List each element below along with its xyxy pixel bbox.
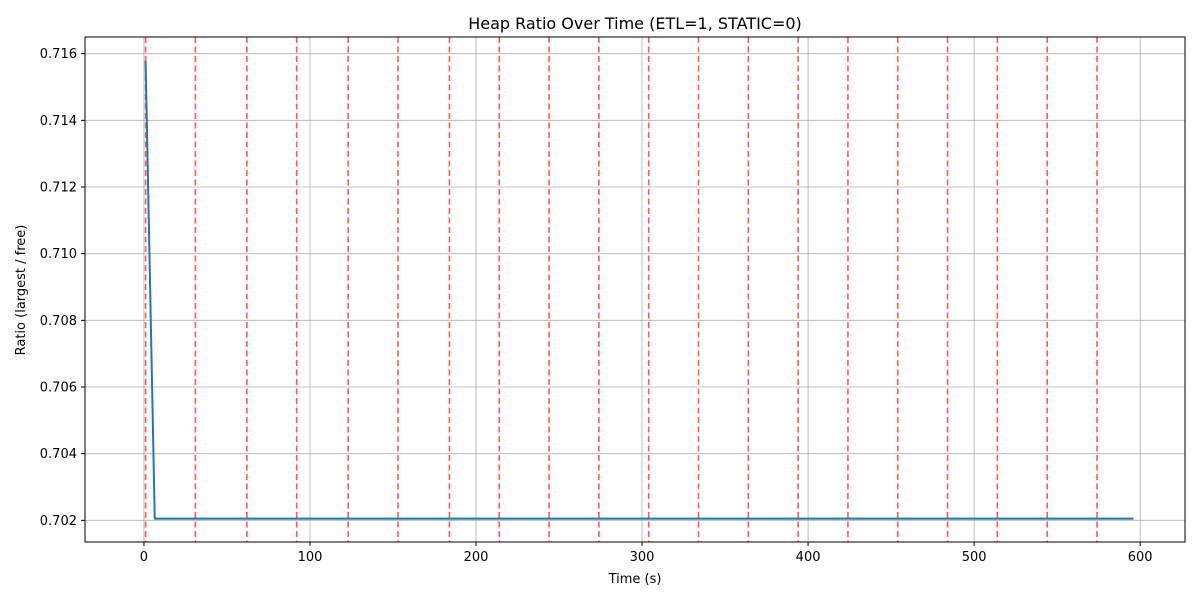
y-tick-label: 0.704 <box>40 447 77 462</box>
chart-title: Heap Ratio Over Time (ETL=1, STATIC=0) <box>468 14 802 33</box>
y-tick-label: 0.702 <box>40 514 77 529</box>
x-tick-label: 0 <box>140 550 148 565</box>
plot-frame <box>84 36 1186 543</box>
x-tick-label: 400 <box>796 550 821 565</box>
grid <box>85 37 1185 542</box>
y-tick-label: 0.708 <box>40 314 77 329</box>
x-tick-label: 500 <box>962 550 987 565</box>
series-line <box>144 60 1134 520</box>
x-tick-label: 100 <box>298 550 323 565</box>
x-tick-label: 600 <box>1128 550 1153 565</box>
y-tick-label: 0.706 <box>40 381 77 396</box>
event-markers <box>144 37 1098 542</box>
x-axis-label: Time (s) <box>608 572 662 587</box>
y-axis-label: Ratio (largest / free) <box>14 225 29 356</box>
y-axis: 0.702 0.704 0.706 0.708 0.710 0.712 0.714 0.716 <box>40 47 85 529</box>
y-tick-label: 0.712 <box>40 181 77 196</box>
x-tick-label: 200 <box>464 550 489 565</box>
series-layer <box>144 60 1134 520</box>
x-axis: 0 100 200 300 400 500 600 <box>140 542 1153 565</box>
x-tick-label: 300 <box>630 550 655 565</box>
y-tick-label: 0.710 <box>40 247 77 262</box>
y-tick-label: 0.716 <box>40 47 77 62</box>
y-tick-label: 0.714 <box>40 114 77 129</box>
